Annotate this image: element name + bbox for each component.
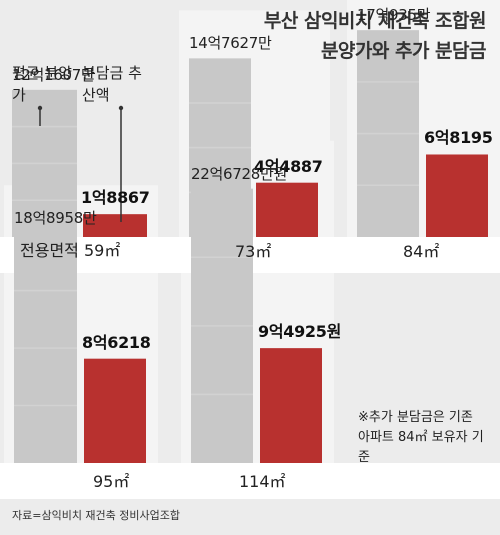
legend-pointer-dot: [37, 105, 43, 111]
data-label-avg-price: 14억7627만: [189, 34, 272, 53]
data-label-contribution: 9억4925원: [258, 322, 342, 342]
category-label: 73㎡: [235, 242, 272, 261]
data-label-contribution: 6억8195: [424, 128, 493, 148]
bar-contribution: [260, 348, 322, 463]
bar-contribution: [84, 358, 146, 463]
category-label: 95㎡: [93, 472, 130, 491]
category-label: 전용면적 59㎡: [20, 241, 121, 260]
data-label-avg-price: 18억8958만: [14, 209, 97, 228]
source-note: 자료=삼익비치 재건축 정비사업조합: [12, 509, 181, 522]
data-label-avg-price: 12억1607만: [12, 65, 95, 84]
chart-title: 부산 삼익비치 재건축 조합원: [263, 10, 487, 32]
data-label-contribution: 8억6218: [82, 332, 151, 352]
bar-contribution: [83, 214, 147, 237]
chart-subtitle: 분양가와 추가 분담금: [320, 40, 487, 62]
bar-contribution: [426, 154, 488, 237]
data-label-avg-price: 17억935만: [357, 6, 431, 25]
bar-contribution: [256, 182, 318, 237]
footnote: ※추가 분담금은 기존 아파트 84㎡ 보유자 기준: [358, 410, 484, 465]
category-label: 84㎡: [403, 242, 440, 261]
data-label-contribution: 4억4887: [254, 156, 323, 176]
row-band: [0, 463, 500, 499]
data-label-contribution: 1억8867: [81, 188, 150, 208]
legend-contribution: 분담금 추산액: [82, 64, 142, 104]
legend-pointer-dot: [118, 105, 124, 111]
category-label: 114㎡: [239, 472, 286, 491]
data-label-avg-price: 22억6728만원: [191, 164, 287, 183]
legend-avg-price: 평균 분양가: [12, 64, 72, 104]
